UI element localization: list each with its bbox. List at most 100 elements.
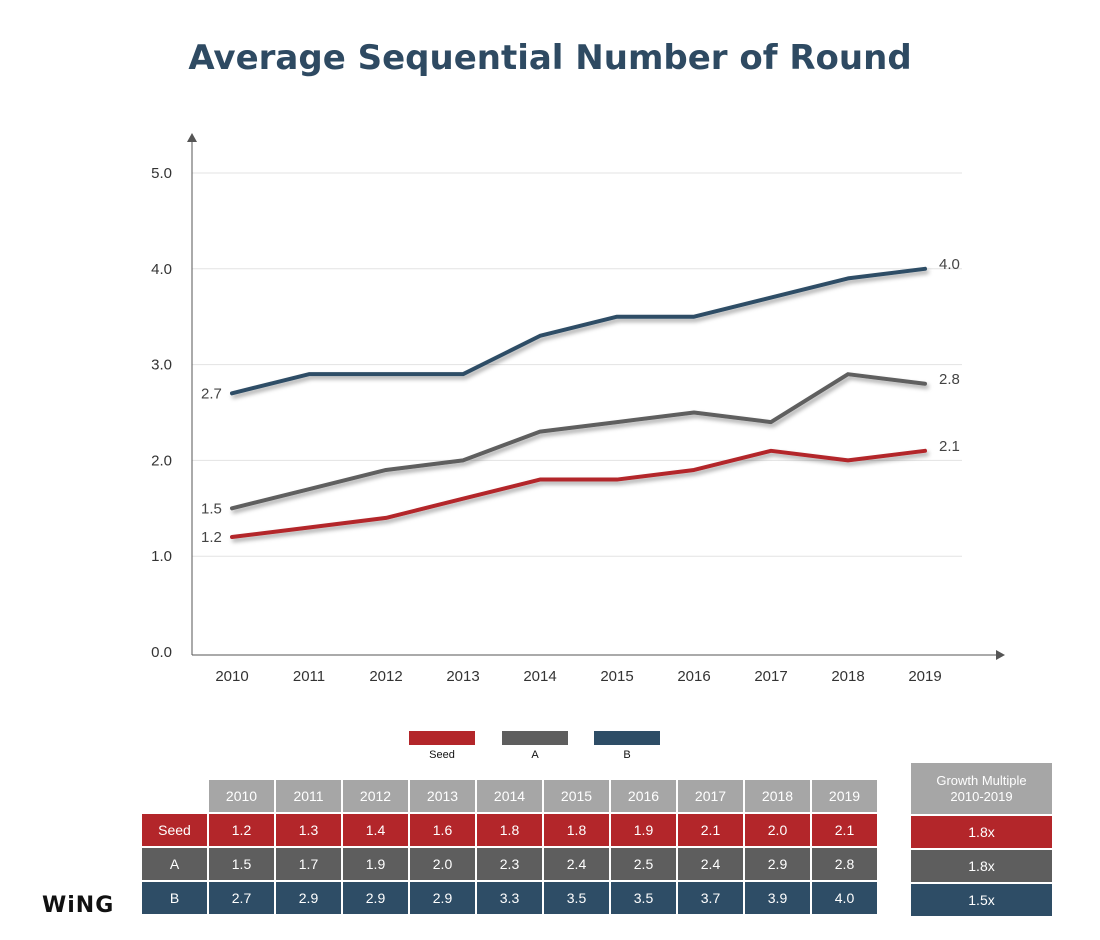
- y-tick-label: 0.0: [151, 644, 172, 661]
- growth-row-b: 1.5x: [911, 884, 1052, 916]
- start-label-seed: 1.2: [201, 529, 222, 546]
- legend-label-seed: Seed: [429, 749, 455, 761]
- table-row-label: Seed: [142, 814, 207, 846]
- growth-row-seed: 1.8x: [911, 816, 1052, 848]
- table-cell: 1.7: [276, 848, 341, 880]
- line-chart: 0.01.02.03.04.05.0 2010 2011 2012 2013 2014 2…: [151, 133, 1005, 685]
- table-cell: 1.3: [276, 814, 341, 846]
- end-label-b: 4.0: [939, 256, 960, 273]
- legend-swatch-a: [502, 731, 568, 745]
- legend-item-b: B: [594, 731, 660, 761]
- series-line-b: [230, 266, 927, 396]
- x-tick-label: 2015: [600, 668, 633, 685]
- table-cell: 2.9: [276, 882, 341, 914]
- table-row-label: B: [142, 882, 207, 914]
- table-cell: 3.7: [678, 882, 743, 914]
- table-cell: 1.8: [544, 814, 609, 846]
- growth-header-line1: Growth Multiple: [936, 772, 1027, 788]
- data-labels: 1.2 2.1 1.5 2.8 2.7 4.0: [201, 256, 960, 546]
- table-row-seed: Seed 1.2 1.3 1.4 1.6 1.8 1.8 1.9 2.1 2.0…: [142, 814, 877, 846]
- end-label-a: 2.8: [939, 371, 960, 388]
- table-cell: 2.8: [812, 848, 877, 880]
- y-tick-label: 4.0: [151, 261, 172, 278]
- x-tick-label: 2012: [369, 668, 402, 685]
- table-year-header: 2013: [410, 780, 475, 812]
- page-title: Average Sequential Number of Round: [188, 38, 912, 78]
- table-cell: 1.8: [477, 814, 542, 846]
- table-cell: 1.6: [410, 814, 475, 846]
- table-corner: [142, 780, 207, 812]
- table-year-header: 2017: [678, 780, 743, 812]
- y-tick-label: 2.0: [151, 452, 172, 469]
- table-cell: 2.3: [477, 848, 542, 880]
- growth-header-row: Growth Multiple 2010-2019: [911, 763, 1052, 814]
- table-year-header: 2015: [544, 780, 609, 812]
- x-tick-label: 2016: [677, 668, 710, 685]
- table-year-header: 2019: [812, 780, 877, 812]
- growth-header: Growth Multiple 2010-2019: [911, 763, 1052, 814]
- table-cell: 3.5: [611, 882, 676, 914]
- table-year-header: 2012: [343, 780, 408, 812]
- x-axis-arrow-icon: [996, 650, 1005, 660]
- x-tick-label: 2011: [293, 668, 325, 685]
- y-tick-label: 5.0: [151, 165, 172, 182]
- end-label-seed: 2.1: [939, 438, 960, 455]
- table-year-header: 2011: [276, 780, 341, 812]
- x-tick-label: 2010: [215, 668, 248, 685]
- x-tick-label: 2013: [446, 668, 479, 685]
- table-row-b: B 2.7 2.9 2.9 2.9 3.3 3.5 3.5 3.7 3.9 4.…: [142, 882, 877, 914]
- growth-cell: 1.8x: [911, 850, 1052, 882]
- table-cell: 1.2: [209, 814, 274, 846]
- table-cell: 3.3: [477, 882, 542, 914]
- growth-row-a: 1.8x: [911, 850, 1052, 882]
- table-header-row: 2010 2011 2012 2013 2014 2015 2016 2017 …: [142, 780, 877, 812]
- y-axis-arrow-icon: [187, 133, 197, 142]
- table-cell: 2.1: [678, 814, 743, 846]
- table-cell: 2.4: [544, 848, 609, 880]
- table-year-header: 2016: [611, 780, 676, 812]
- start-label-b: 2.7: [201, 385, 222, 402]
- legend-label-b: B: [623, 749, 631, 761]
- legend-swatch-seed: [409, 731, 475, 745]
- x-tick-label: 2018: [831, 668, 864, 685]
- x-tick-label: 2019: [908, 668, 941, 685]
- growth-cell: 1.8x: [911, 816, 1052, 848]
- table-cell: 1.5: [209, 848, 274, 880]
- y-tick-label: 1.0: [151, 548, 172, 565]
- table-year-header: 2014: [477, 780, 542, 812]
- wing-logo: WiNG: [42, 893, 115, 918]
- table-cell: 2.0: [410, 848, 475, 880]
- table-row-a: A 1.5 1.7 1.9 2.0 2.3 2.4 2.5 2.4 2.9 2.…: [142, 848, 877, 880]
- table-cell: 2.9: [745, 848, 810, 880]
- x-tick-label: 2014: [523, 668, 556, 685]
- series-line-a: [230, 372, 927, 511]
- start-label-a: 1.5: [201, 500, 222, 517]
- table-cell: 3.9: [745, 882, 810, 914]
- table-cell: 2.5: [611, 848, 676, 880]
- growth-cell: 1.5x: [911, 884, 1052, 916]
- x-tick-labels: 2010 2011 2012 2013 2014 2015 2016 2017 2018 2019: [215, 668, 941, 685]
- growth-header-line2: 2010-2019: [950, 788, 1013, 804]
- y-tick-label: 3.0: [151, 357, 172, 374]
- table-cell: 3.5: [544, 882, 609, 914]
- x-tick-label: 2017: [754, 668, 787, 685]
- legend-item-a: A: [502, 731, 568, 761]
- gridlines: [192, 172, 962, 557]
- table-cell: 2.7: [209, 882, 274, 914]
- legend-item-seed: Seed: [409, 731, 475, 761]
- table-year-header: 2010: [209, 780, 274, 812]
- table-cell: 1.9: [343, 848, 408, 880]
- table-cell: 2.1: [812, 814, 877, 846]
- table-cell: 1.9: [611, 814, 676, 846]
- table-cell: 2.9: [343, 882, 408, 914]
- y-tick-labels: 0.0 1.0 2.0 3.0 4.0 5.0: [151, 165, 172, 661]
- series-lines: [230, 266, 927, 540]
- table-cell: 2.4: [678, 848, 743, 880]
- table-cell: 1.4: [343, 814, 408, 846]
- legend-swatch-b: [594, 731, 660, 745]
- table-cell: 2.9: [410, 882, 475, 914]
- axes: [187, 133, 1005, 660]
- table-year-header: 2018: [745, 780, 810, 812]
- series-line-seed: [230, 448, 927, 540]
- table-row-label: A: [142, 848, 207, 880]
